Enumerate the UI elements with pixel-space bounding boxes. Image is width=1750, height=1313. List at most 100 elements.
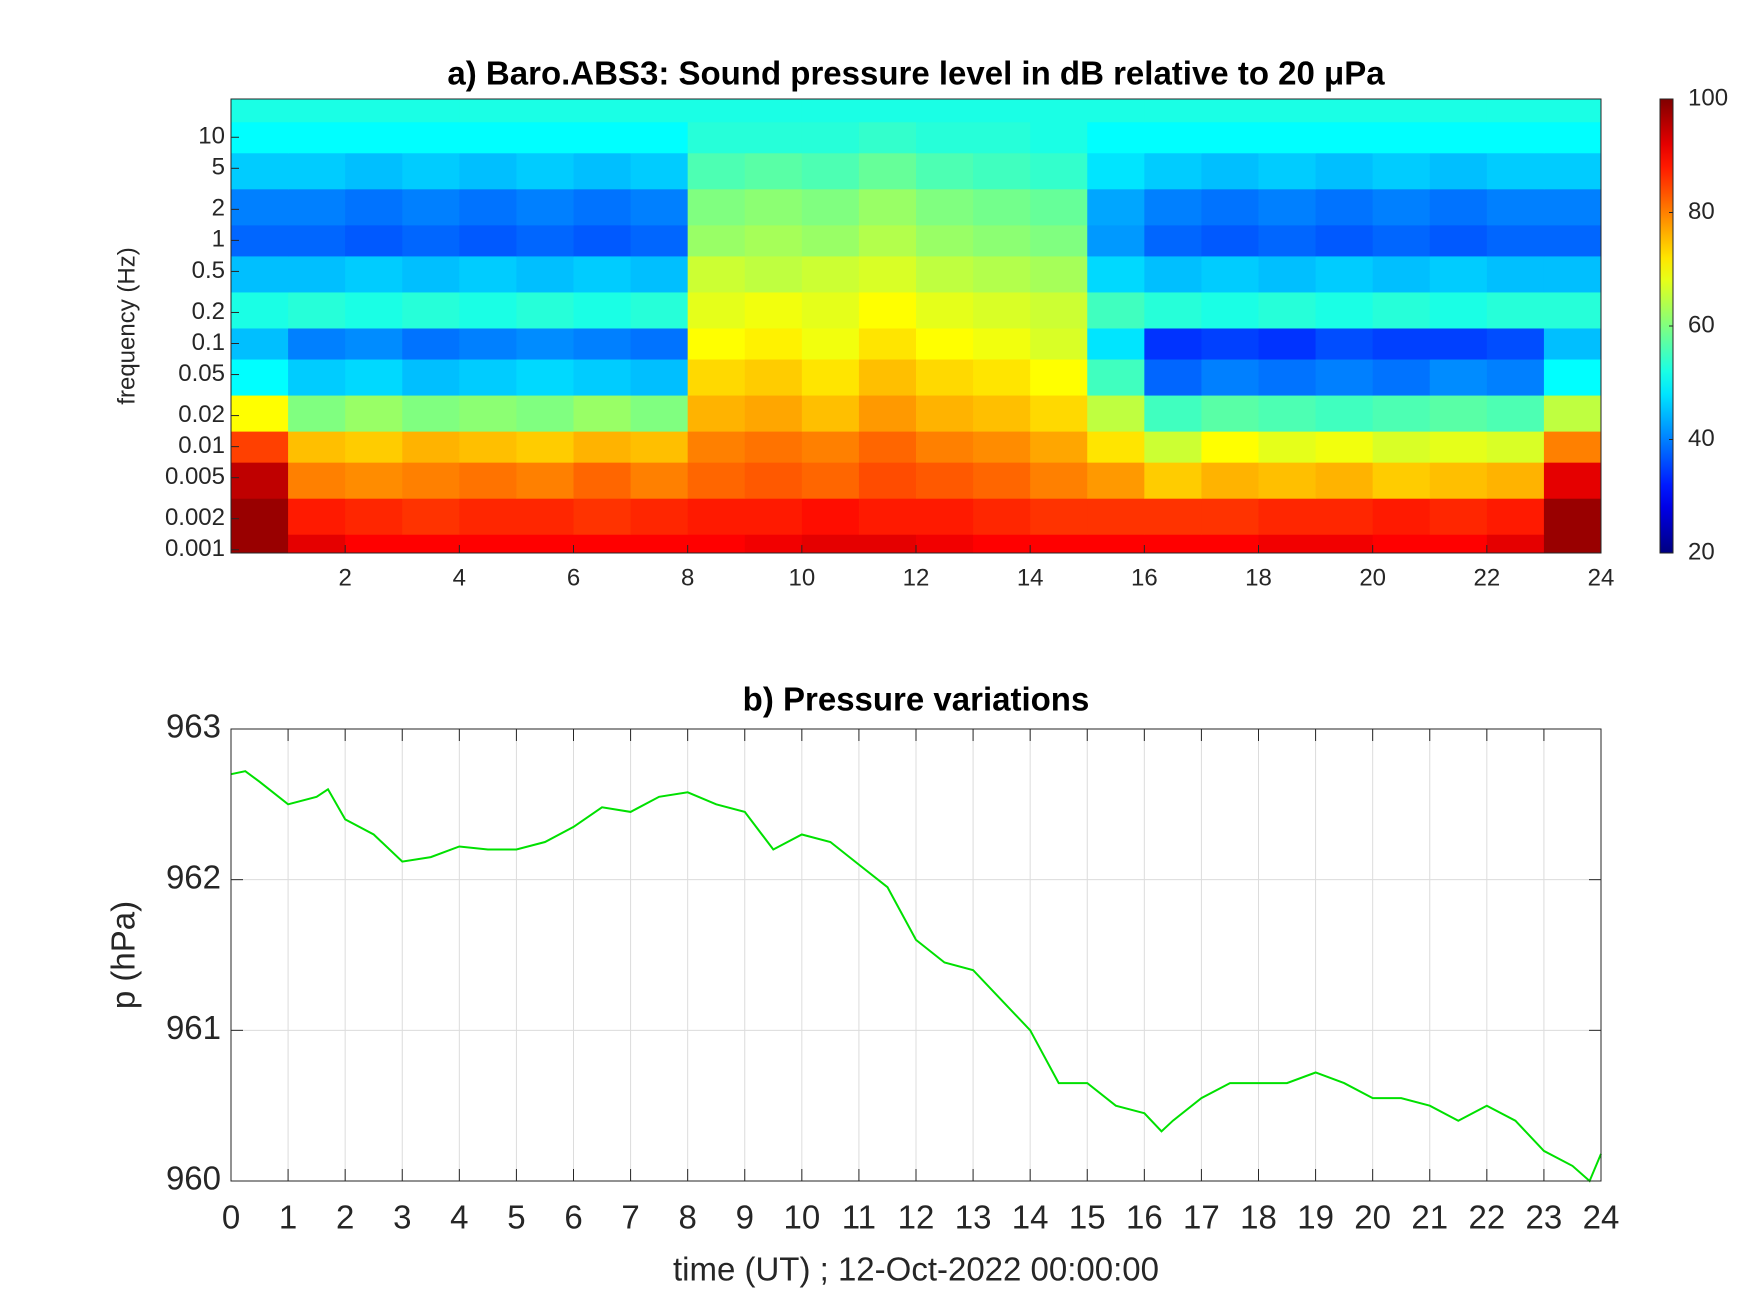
heat-cell [1429, 462, 1488, 499]
heat-cell [1315, 224, 1374, 257]
heat-cell [1429, 534, 1488, 553]
x-tick-label: 14 [1012, 1199, 1049, 1236]
heat-cell [973, 395, 1031, 432]
x-tick-label: 10 [783, 1199, 820, 1236]
heat-cell [516, 188, 574, 226]
heat-cell [402, 188, 460, 226]
heat-cell [1429, 188, 1488, 226]
heat-cell [1429, 224, 1488, 257]
x-tick-label: 2 [338, 564, 351, 591]
heat-cell [1372, 462, 1431, 499]
heat-cell [801, 152, 860, 190]
heat-cell [1429, 121, 1488, 154]
heat-cell [973, 224, 1031, 257]
heat-cell [916, 224, 974, 257]
heat-cell [1201, 395, 1259, 432]
y-tick-label: 0.002 [165, 504, 225, 531]
heat-cell [231, 291, 289, 329]
heat-cell [402, 224, 460, 257]
y-tick-label: 0.5 [192, 257, 225, 284]
heat-cell [288, 121, 346, 154]
x-tick-label: 8 [681, 564, 694, 591]
heat-cell [630, 534, 689, 553]
heat-cell [916, 462, 974, 499]
heat-cell [801, 99, 860, 123]
heat-cell [1030, 395, 1088, 432]
heat-cell [687, 498, 746, 535]
heat-cell [1372, 99, 1431, 123]
heat-cell [459, 431, 517, 463]
x-tick-label: 13 [955, 1199, 992, 1236]
heat-cell [630, 462, 689, 499]
heat-cell [345, 498, 403, 535]
heat-cell [1315, 188, 1374, 226]
heat-cell [858, 498, 917, 535]
heat-cell [1315, 152, 1374, 190]
x-tick-label: 0 [222, 1199, 240, 1236]
heat-cell [516, 359, 574, 396]
heat-cell [1429, 152, 1488, 190]
heat-cell [402, 152, 460, 190]
heat-cell [231, 224, 289, 257]
heat-cell [402, 327, 460, 360]
heat-cell [973, 462, 1031, 499]
heat-cell [288, 152, 346, 190]
heat-cell [916, 431, 974, 463]
heat-cell [916, 99, 974, 123]
x-tick-label: 10 [788, 564, 815, 591]
heat-cell [1087, 188, 1145, 226]
heat-cell [1429, 431, 1488, 463]
heat-cell [1372, 534, 1431, 553]
heat-cell [858, 431, 917, 463]
heat-cell [801, 462, 860, 499]
heat-cell [345, 534, 403, 553]
heat-cell [973, 99, 1031, 123]
heat-cell [345, 121, 403, 154]
heat-cell [1201, 291, 1259, 329]
heat-cell [916, 327, 974, 360]
heat-cell [1201, 152, 1259, 190]
heat-cell [1372, 188, 1431, 226]
heat-cell [459, 395, 517, 432]
heat-cell [1087, 152, 1145, 190]
heat-cell [1030, 431, 1088, 463]
heat-cell [573, 224, 632, 257]
x-tick-label: 12 [903, 564, 930, 591]
heat-cell [1543, 498, 1601, 535]
heat-cell [402, 121, 460, 154]
heat-cell [288, 291, 346, 329]
heat-cell [1486, 395, 1545, 432]
x-tick-label: 6 [567, 564, 580, 591]
heat-cell [1087, 431, 1145, 463]
heat-cell [459, 121, 517, 154]
heat-cell [1030, 327, 1088, 360]
heat-cell [630, 224, 689, 257]
heat-cell [858, 255, 917, 293]
heat-cell [801, 291, 860, 329]
heat-cell [516, 255, 574, 293]
heat-cell [1030, 462, 1088, 499]
heat-cell [1543, 327, 1601, 360]
heat-cell [1486, 255, 1545, 293]
heat-cell [916, 498, 974, 535]
heat-cell [1486, 291, 1545, 329]
heat-cell [459, 327, 517, 360]
heat-cell [744, 431, 803, 463]
heat-cell [1315, 327, 1374, 360]
heat-cell [231, 431, 289, 463]
heat-cell [858, 121, 917, 154]
heat-cell [916, 534, 974, 553]
heat-cell [573, 498, 632, 535]
heat-cell [1258, 327, 1317, 360]
heat-cell [1372, 395, 1431, 432]
heat-cell [1201, 99, 1259, 123]
heat-cell [345, 291, 403, 329]
heat-cell [744, 152, 803, 190]
heat-cell [1315, 359, 1374, 396]
heat-cell [345, 462, 403, 499]
heat-cell [1372, 121, 1431, 154]
x-tick-label: 6 [564, 1199, 582, 1236]
heat-cell [345, 359, 403, 396]
heat-cell [231, 152, 289, 190]
chart-title: a) Baro.ABS3: Sound pressure level in dB… [447, 55, 1385, 92]
